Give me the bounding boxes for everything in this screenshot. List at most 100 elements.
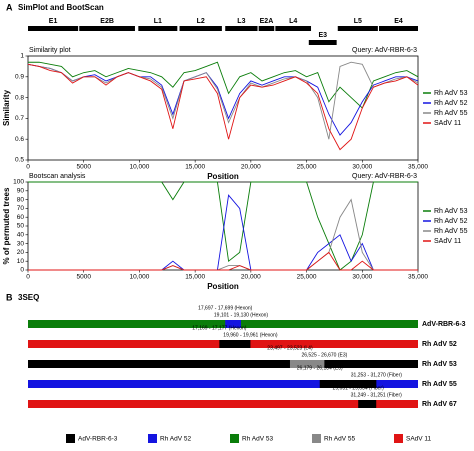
panel-title: 3SEQ — [18, 293, 39, 302]
x-axis-label: Position — [207, 172, 239, 181]
x-tick-label: 25,000 — [297, 164, 317, 171]
breakpoint-label: 19,101 - 19,130 (Hexon) — [214, 312, 269, 318]
breakpoint-label: 31,249 - 31,251 (Fiber) — [351, 392, 402, 398]
gene-bar — [308, 40, 337, 45]
y-tick-label: 0.8 — [15, 94, 24, 101]
legend-label: SAdV 11 — [434, 238, 461, 245]
y-tick-label: 50 — [17, 223, 25, 230]
chart-subtitle: Query: AdV-RBR-6-3 — [352, 173, 417, 180]
chart-subtitle: Query: AdV-RBR-6-3 — [352, 47, 417, 54]
x-tick-label: 20,000 — [241, 164, 261, 171]
panel-label: A — [6, 2, 13, 12]
gene-bar — [138, 26, 178, 31]
y-tick-label: 80 — [17, 196, 25, 203]
gene-bar — [79, 26, 135, 31]
gene-label: E4 — [394, 18, 403, 25]
y-tick-label: 0.6 — [15, 136, 24, 143]
panel-title: SimPlot and BootScan — [18, 3, 104, 12]
legend-swatch — [148, 434, 157, 443]
y-tick-label: 30 — [17, 240, 25, 247]
y-tick-label: 1 — [20, 53, 24, 60]
legend-label: Rh AdV 55 — [324, 436, 355, 443]
series-line — [27, 63, 419, 136]
gene-label: E3 — [318, 32, 327, 39]
row-label: Rh AdV 52 — [422, 341, 457, 348]
series-line — [28, 181, 418, 271]
y-tick-label: 70 — [17, 205, 25, 212]
series-line — [27, 63, 419, 151]
recombinant-segment — [225, 320, 241, 328]
legend-swatch — [394, 434, 403, 443]
gene-label: E2B — [100, 18, 114, 25]
gene-bar — [179, 26, 222, 31]
gene-bar — [28, 26, 79, 31]
gene-bar — [258, 26, 275, 31]
y-tick-label: 0.5 — [15, 157, 24, 164]
chart-title: Bootscan analysis — [29, 173, 86, 180]
legend-swatch — [230, 434, 239, 443]
x-tick-label: 0 — [26, 164, 30, 171]
y-axis-label: Similarity — [2, 89, 11, 126]
recombinant-segment — [319, 380, 377, 388]
legend-label: Rh AdV 55 — [434, 110, 468, 117]
series-line — [28, 61, 419, 109]
x-tick-label: 30,000 — [352, 274, 372, 281]
recombinant-segment — [219, 340, 251, 348]
x-tick-label: 15,000 — [185, 164, 205, 171]
x-tick-label: 10,000 — [129, 164, 149, 171]
row-label: AdV-RBR-6-3 — [422, 321, 466, 328]
x-tick-label: 0 — [26, 274, 30, 281]
y-tick-label: 100 — [13, 179, 24, 186]
legend-swatch — [66, 434, 75, 443]
x-tick-label: 30,000 — [352, 164, 372, 171]
x-tick-label: 15,000 — [185, 274, 205, 281]
y-tick-label: 90 — [17, 188, 25, 195]
chart-title: Similarity plot — [29, 47, 71, 54]
x-tick-label: 5000 — [76, 164, 91, 171]
breakpoint-label: 26,179 - 26,184 (E3) — [297, 365, 343, 371]
breakpoint-label: 23,497 - 23,523 (L4) — [267, 345, 313, 351]
gene-bar — [225, 26, 258, 31]
legend-label: AdV-RBR-6-3 — [78, 436, 118, 443]
legend-label: Rh AdV 52 — [434, 100, 468, 107]
breakpoint-label: 17,697 - 17,699 (Hexon) — [198, 305, 253, 311]
gene-label: L2 — [197, 18, 205, 25]
series-line — [28, 251, 418, 271]
gene-label: L1 — [154, 18, 162, 25]
genome-bar — [28, 380, 418, 388]
row-label: Rh AdV 67 — [422, 401, 457, 408]
breakpoint-label: 29,631 - 29,634 (Fiber) — [333, 385, 384, 391]
y-axis-label: % of permuted trees — [2, 187, 11, 264]
breakpoint-label: 19,960 - 19,961 (Hexon) — [223, 332, 278, 338]
gene-label: L3 — [237, 18, 245, 25]
y-tick-label: 0.9 — [15, 74, 24, 81]
row-label: Rh AdV 55 — [422, 381, 457, 388]
genome-bar — [28, 400, 418, 408]
x-tick-label: 35,000 — [408, 164, 428, 171]
legend-label: Rh AdV 53 — [434, 208, 468, 215]
genome-bar — [28, 320, 418, 328]
legend-label: Rh AdV 52 — [160, 436, 191, 443]
legend-label: Rh AdV 55 — [434, 228, 468, 235]
legend-label: SAdV 11 — [434, 120, 461, 127]
breakpoint-label: 26,525 - 26,670 (E3) — [301, 352, 347, 358]
x-tick-label: 20,000 — [241, 274, 261, 281]
legend-swatch — [312, 434, 321, 443]
y-tick-label: 20 — [17, 249, 25, 256]
breakpoint-label: 31,253 - 31,270 (Fiber) — [351, 372, 402, 378]
gene-label: E1 — [49, 18, 58, 25]
y-tick-label: 60 — [17, 214, 25, 221]
panel-label: B — [6, 292, 13, 302]
recombinant-segment — [358, 400, 377, 408]
gene-label: E2A — [260, 18, 274, 25]
x-tick-label: 35,000 — [408, 274, 428, 281]
gene-bar — [337, 26, 378, 31]
x-axis-label: Position — [207, 282, 239, 291]
y-tick-label: 0 — [20, 267, 24, 274]
gene-bar — [379, 26, 418, 31]
gene-label: L5 — [354, 18, 362, 25]
legend-label: Rh AdV 53 — [434, 90, 468, 97]
x-tick-label: 10,000 — [129, 274, 149, 281]
